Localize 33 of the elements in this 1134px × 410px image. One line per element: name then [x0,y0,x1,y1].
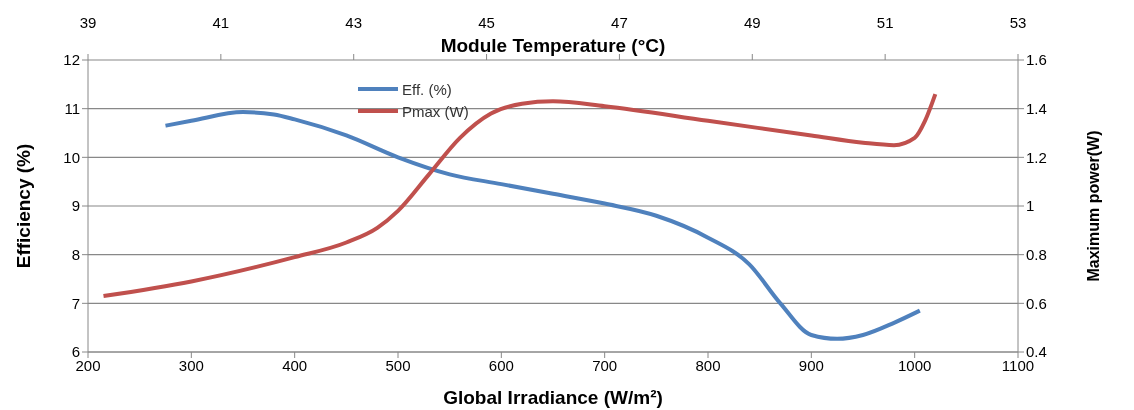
x2-axis-title: Module Temperature (°C) [440,35,666,56]
x2-tick-label: 39 [79,14,97,31]
x-tick-label: 600 [488,356,514,374]
x-tick-label: 800 [695,356,721,374]
x2-tick-label: 49 [743,14,761,31]
y2-tick-label: 0.8 [1026,245,1047,263]
x2-tick-label: 53 [1009,14,1027,31]
y-axis-title: Efficiency (%) [12,143,34,269]
x2-tick-label: 43 [345,14,363,31]
x2-tick-label: 47 [611,14,628,31]
x-tick-label: 400 [282,356,308,374]
y-tick-label: 10 [63,148,80,166]
x2-tick-label: 45 [478,14,495,31]
x2-tick-label: 41 [212,14,230,31]
x-tick-label: 900 [798,356,824,374]
legend-label: Eff. (%) [402,80,452,98]
x-tick-label: 700 [592,356,618,374]
y-tick-label: 12 [63,51,80,69]
y2-tick-label: 1.4 [1026,99,1047,117]
x-tick-label: 1000 [897,356,932,374]
y-tick-label: 9 [71,197,80,215]
y2-tick-label: 1 [1026,197,1035,215]
y-tick-label: 7 [71,294,80,312]
x2-tick-label: 51 [876,14,894,31]
x-tick-label: 500 [385,356,411,374]
x-tick-label: 300 [178,356,204,374]
y2-tick-label: 0.6 [1026,294,1047,312]
y2-axis-title: Maximum power(W) [1084,130,1102,282]
y-tick-label: 8 [71,245,80,263]
y2-tick-label: 1.6 [1026,51,1047,69]
y-tick-label: 11 [64,99,80,117]
y2-tick-label: 1.2 [1026,148,1047,166]
x-axis-title: Global Irradiance (W/m²) [443,387,663,408]
